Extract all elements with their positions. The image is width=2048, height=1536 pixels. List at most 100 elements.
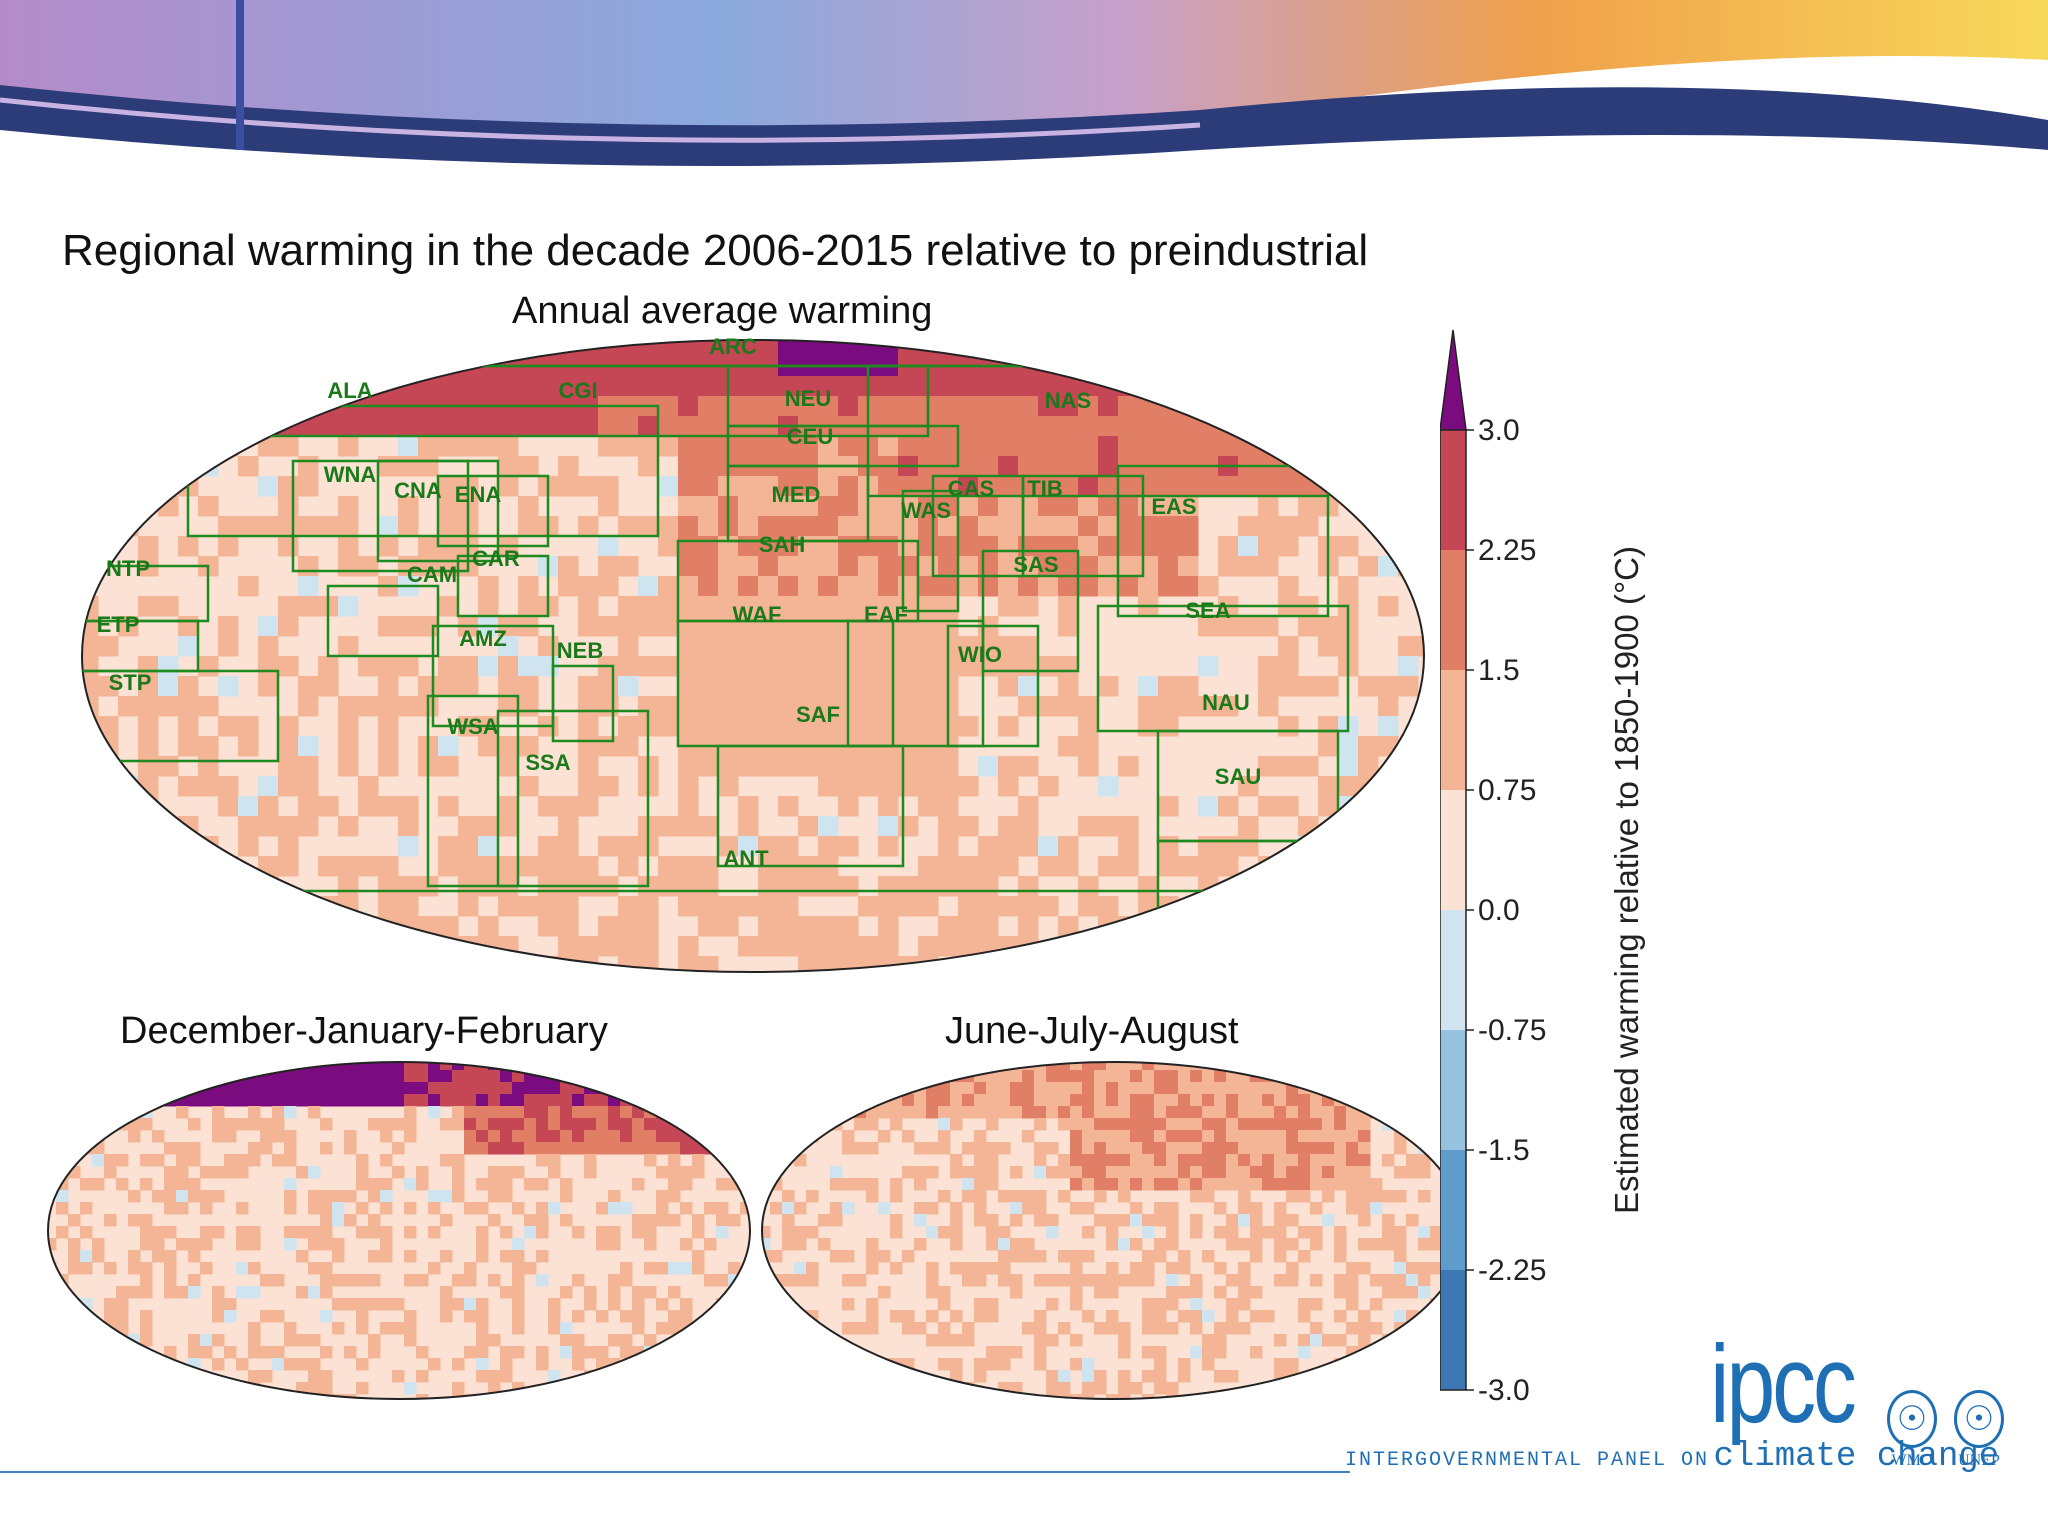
warming-cell bbox=[1398, 476, 1419, 497]
warming-cell bbox=[278, 736, 299, 757]
warming-cell bbox=[890, 1062, 903, 1071]
warming-cell bbox=[380, 1202, 393, 1215]
warming-cell bbox=[518, 596, 539, 617]
warming-cell bbox=[998, 1142, 1011, 1155]
warming-cell bbox=[560, 1214, 573, 1227]
warming-cell bbox=[272, 1118, 285, 1131]
warming-cell bbox=[378, 356, 399, 377]
warming-cell bbox=[260, 1310, 273, 1323]
warming-cell bbox=[98, 676, 119, 697]
warming-cell bbox=[512, 1310, 525, 1323]
warming-cell bbox=[56, 1190, 69, 1203]
warming-cell bbox=[1370, 1202, 1383, 1215]
warming-cell bbox=[1250, 1214, 1263, 1227]
warming-cell bbox=[1178, 476, 1199, 497]
warming-cell bbox=[1394, 1250, 1407, 1263]
warming-cell bbox=[918, 596, 939, 617]
warming-cell bbox=[138, 936, 159, 957]
warming-cell bbox=[1262, 1178, 1275, 1191]
warming-cell bbox=[1094, 1370, 1107, 1383]
warming-cell bbox=[378, 516, 399, 537]
warming-cell bbox=[536, 1142, 549, 1155]
warming-cell bbox=[438, 796, 459, 817]
warming-cell bbox=[770, 1142, 783, 1155]
warming-cell bbox=[260, 1130, 273, 1143]
warming-cell bbox=[278, 496, 299, 517]
warming-cell bbox=[878, 476, 899, 497]
warming-cell bbox=[818, 876, 839, 897]
warming-cell bbox=[118, 856, 139, 877]
warming-cell bbox=[692, 1166, 705, 1179]
warming-cell bbox=[1226, 1082, 1239, 1095]
warming-cell bbox=[926, 1262, 939, 1275]
warming-cell bbox=[1070, 1130, 1083, 1143]
warming-cell bbox=[1082, 1250, 1095, 1263]
warming-cell bbox=[278, 536, 299, 557]
warming-cell bbox=[500, 1250, 513, 1263]
warming-cell bbox=[866, 1298, 879, 1311]
warming-cell bbox=[668, 1394, 681, 1399]
warming-cell bbox=[692, 1082, 705, 1095]
warming-cell bbox=[1038, 856, 1059, 877]
warming-cell bbox=[1274, 1238, 1287, 1251]
region-label-ntp: NTP bbox=[106, 556, 150, 581]
footer-divider bbox=[0, 1471, 1350, 1473]
warming-cell bbox=[704, 1062, 717, 1071]
warming-cell bbox=[878, 916, 899, 937]
warming-cell bbox=[68, 1322, 81, 1335]
warming-cell bbox=[1406, 1106, 1419, 1119]
warming-cell bbox=[80, 1094, 93, 1107]
warming-cell bbox=[116, 1358, 129, 1371]
warming-cell bbox=[978, 756, 999, 777]
warming-cell bbox=[1382, 1226, 1395, 1239]
warming-cell bbox=[738, 476, 759, 497]
warming-cell bbox=[1398, 416, 1419, 437]
warming-cell bbox=[632, 1394, 645, 1399]
warming-cell bbox=[356, 1382, 369, 1395]
warming-cell bbox=[1406, 1358, 1419, 1371]
warming-cell bbox=[1322, 1166, 1335, 1179]
warming-cell bbox=[898, 636, 919, 657]
warming-cell bbox=[438, 516, 459, 537]
warming-cell bbox=[1198, 576, 1219, 597]
warming-cell bbox=[1298, 1166, 1311, 1179]
warming-cell bbox=[962, 1274, 975, 1287]
warming-cell bbox=[1082, 1142, 1095, 1155]
warming-cell bbox=[224, 1346, 237, 1359]
warming-cell bbox=[1078, 340, 1099, 357]
warming-cell bbox=[398, 616, 419, 637]
warming-cell bbox=[82, 676, 99, 697]
warming-cell bbox=[1238, 616, 1259, 637]
warming-cell bbox=[380, 1062, 393, 1071]
warming-cell bbox=[200, 1262, 213, 1275]
warming-cell bbox=[656, 1322, 669, 1335]
warming-cell bbox=[488, 1130, 501, 1143]
warming-cell bbox=[938, 796, 959, 817]
warming-cell bbox=[1318, 776, 1339, 797]
warming-cell bbox=[1154, 1370, 1167, 1383]
warming-cell bbox=[440, 1250, 453, 1263]
warming-cell bbox=[236, 1118, 249, 1131]
warming-cell bbox=[1238, 1286, 1251, 1299]
warming-cell bbox=[958, 936, 979, 957]
warming-cell bbox=[178, 716, 199, 737]
warming-cell bbox=[986, 1154, 999, 1167]
warming-cell bbox=[48, 1094, 57, 1107]
warming-cell bbox=[1378, 896, 1399, 917]
warming-cell bbox=[658, 416, 679, 437]
warming-cell bbox=[284, 1238, 297, 1251]
warming-cell bbox=[298, 736, 319, 757]
warming-cell bbox=[986, 1142, 999, 1155]
warming-cell bbox=[806, 1262, 819, 1275]
warming-cell bbox=[1098, 396, 1119, 417]
warming-cell bbox=[794, 1094, 807, 1107]
warming-cell bbox=[1338, 876, 1359, 897]
warming-cell bbox=[978, 956, 999, 972]
warming-cell bbox=[998, 1394, 1011, 1399]
warming-cell bbox=[1078, 716, 1099, 737]
warming-cell bbox=[854, 1118, 867, 1131]
warming-cell bbox=[806, 1106, 819, 1119]
warming-cell bbox=[152, 1358, 165, 1371]
warming-cell bbox=[752, 1118, 754, 1131]
warming-cell bbox=[140, 1118, 153, 1131]
